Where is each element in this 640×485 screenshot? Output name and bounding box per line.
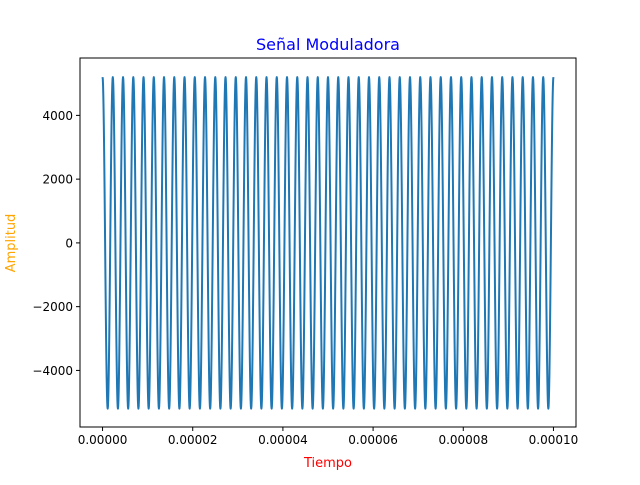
x-tick-label: 0.00004 (258, 433, 308, 447)
y-tick-label: −4000 (32, 364, 73, 378)
y-tick-label: 0 (65, 236, 73, 250)
x-tick-label: 0.00002 (168, 433, 218, 447)
series-line (101, 76, 555, 410)
series-layer (101, 76, 555, 410)
x-tick-label: 0.00006 (348, 433, 398, 447)
x-axis-ticks: 0.00000 0.00002 0.00004 0.00006 0.00008 0.000… (78, 427, 579, 447)
x-tick-label: 0.00008 (438, 433, 488, 447)
y-tick-label: 2000 (42, 173, 73, 187)
x-tick-label: 0.00000 (78, 433, 128, 447)
y-axis-label: Amplitud (4, 214, 19, 273)
chart-title: Señal Moduladora (256, 35, 400, 54)
y-tick-label: 4000 (42, 109, 73, 123)
y-tick-label: −2000 (32, 300, 73, 314)
y-axis-ticks: −4000 −2000 0 2000 4000 (32, 109, 80, 378)
x-axis-label: Tiempo (303, 456, 352, 471)
x-tick-label: 0.00010 (529, 433, 579, 447)
